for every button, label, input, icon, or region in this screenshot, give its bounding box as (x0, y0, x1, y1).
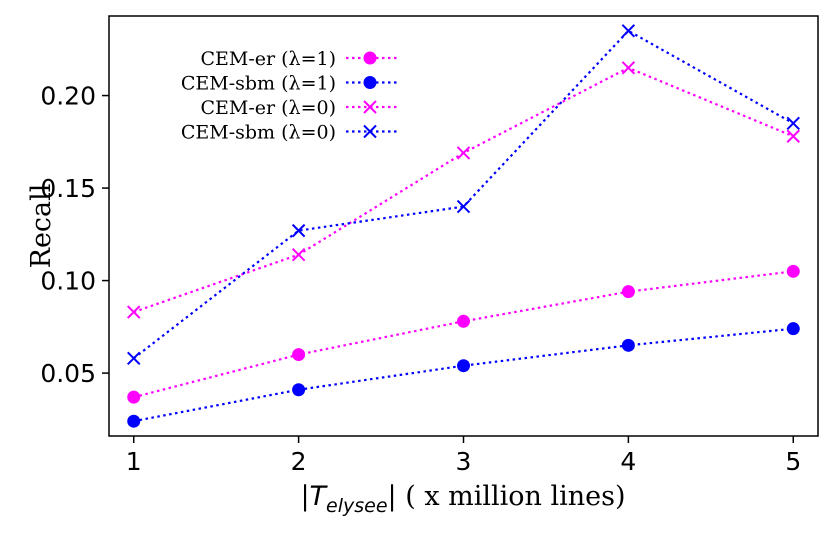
data-point (621, 24, 636, 38)
x-tick-label: 2 (291, 447, 307, 476)
legend-marker (363, 76, 377, 89)
legend-marker (363, 100, 377, 114)
data-point (291, 247, 306, 262)
series-2 (127, 322, 800, 428)
data-point (127, 351, 141, 365)
legend-label: CEM-sbm (λ=0) (181, 122, 336, 144)
x-axis-title-symbol: T (310, 481, 329, 512)
x-tick-label: 3 (456, 447, 472, 476)
x-axis-title-prefix: | (300, 481, 309, 512)
x-axis-title: |Telysee| ( x million lines) (300, 481, 625, 517)
y-tick-label: 0.15 (40, 174, 96, 203)
legend-entry: CEM-er (λ=0) (200, 97, 398, 119)
data-point (457, 314, 470, 328)
data-point (457, 359, 470, 373)
series-line (133, 29, 794, 360)
plot-area (127, 24, 800, 428)
x-tick-label: 1 (126, 447, 142, 476)
legend-entry: CEM-er (λ=1) (200, 48, 398, 70)
x-axis: 1 2 3 4 5 (126, 436, 801, 476)
data-point (621, 338, 635, 352)
x-tick-label: 5 (785, 447, 801, 476)
data-point (127, 305, 141, 319)
series-line (133, 270, 794, 399)
data-point (786, 322, 800, 336)
legend-label: CEM-er (λ=1) (200, 48, 336, 70)
data-point (291, 223, 306, 238)
legend: CEM-er (λ=1) CEM-sbm (λ=1)CEM-er (λ=0) CEM… (181, 48, 398, 144)
y-tick-label: 0.05 (40, 359, 96, 388)
data-point (292, 383, 306, 397)
series-1 (127, 264, 800, 404)
legend-entry: CEM-sbm (λ=1) (181, 73, 398, 95)
legend-marker (363, 124, 377, 139)
data-point (292, 348, 306, 362)
legend-marker (363, 51, 377, 65)
data-point (786, 116, 800, 131)
data-point (786, 264, 800, 278)
x-axis-title-suffix: | ( x million lines) (388, 481, 626, 512)
data-point (456, 146, 471, 160)
x-tick-label: 4 (620, 447, 636, 476)
legend-label: CEM-sbm (λ=1) (181, 73, 336, 95)
data-point (621, 285, 635, 299)
y-tick-label: 0.20 (40, 82, 96, 111)
legend-entry: CEM-sbm (λ=0) (181, 122, 398, 144)
data-point (127, 414, 141, 428)
y-axis: 0.05 0.10 0.15 0.20 (40, 82, 109, 388)
x-axis-title-subscript: elysee (326, 495, 388, 517)
y-axis-title: Recall (26, 184, 57, 269)
data-point (621, 61, 636, 75)
series-line (133, 327, 794, 423)
series-4 (127, 24, 800, 365)
y-tick-label: 0.10 (40, 267, 96, 296)
legend-label: CEM-er (λ=0) (200, 97, 336, 119)
data-point (456, 199, 471, 214)
data-point (127, 390, 141, 404)
data-point (786, 129, 800, 143)
